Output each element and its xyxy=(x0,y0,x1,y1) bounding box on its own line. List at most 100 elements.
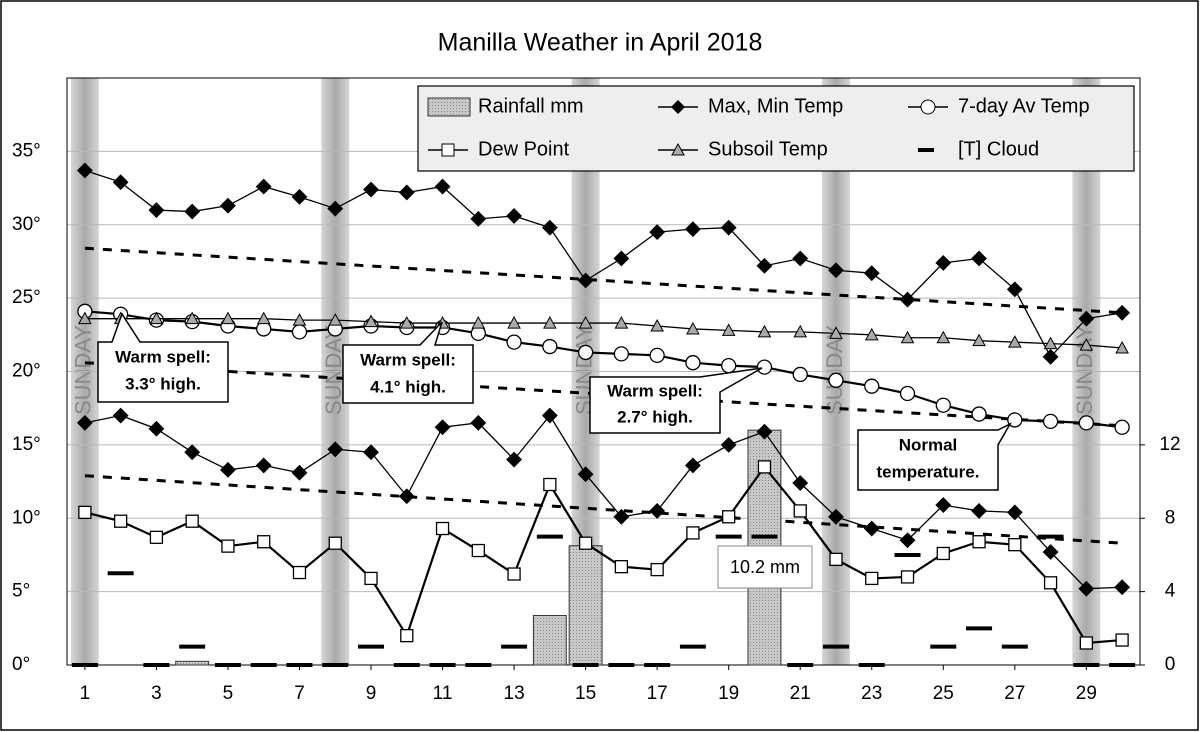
marker xyxy=(470,414,487,431)
x-tick-label: 27 xyxy=(1004,683,1025,704)
marker xyxy=(899,385,916,402)
marker xyxy=(434,178,451,195)
marker xyxy=(149,311,164,325)
marker xyxy=(649,224,666,241)
legend-swatch xyxy=(427,97,471,117)
marker xyxy=(471,316,486,329)
marker xyxy=(112,174,129,191)
plot-area: SUNDAY SUNDAY SUNDAY SUNDAY SUNDAY0°5°10°15°… xyxy=(12,77,1181,704)
bar xyxy=(175,660,210,666)
x-tick-label: 21 xyxy=(790,683,811,704)
x-tick-label: 17 xyxy=(647,683,668,704)
marker xyxy=(899,532,916,549)
normal-line xyxy=(84,361,1123,428)
marker xyxy=(506,334,522,350)
marker xyxy=(650,562,664,577)
marker xyxy=(1114,419,1130,435)
marker xyxy=(327,441,344,458)
marker xyxy=(972,535,986,549)
marker xyxy=(184,203,201,220)
marker xyxy=(185,311,200,325)
marker xyxy=(684,457,701,474)
marker xyxy=(1114,579,1131,596)
marker xyxy=(722,510,736,524)
marker xyxy=(721,357,737,374)
marker xyxy=(971,502,987,519)
marker xyxy=(398,488,415,505)
marker xyxy=(578,316,593,329)
x-tick-label: 29 xyxy=(1076,683,1097,704)
legend-box xyxy=(417,85,1135,172)
marker xyxy=(685,355,701,371)
marker xyxy=(257,535,271,549)
annotation: Warm spell: xyxy=(115,347,211,366)
label-box xyxy=(717,545,813,589)
annotation: Warm spell: xyxy=(360,350,456,369)
marker xyxy=(76,414,93,431)
y2-tick-label: 8 xyxy=(1165,507,1176,528)
marker xyxy=(363,181,379,198)
marker xyxy=(291,464,308,481)
legend-swatch xyxy=(671,142,685,156)
marker xyxy=(542,338,558,355)
marker xyxy=(1042,544,1059,560)
marker xyxy=(649,347,665,364)
marker xyxy=(470,210,487,227)
marker xyxy=(792,250,809,267)
marker xyxy=(1042,348,1059,365)
marker xyxy=(828,262,844,279)
marker xyxy=(149,530,164,544)
marker xyxy=(399,316,414,329)
legend-label: 7-day Av Temp xyxy=(958,95,1090,117)
marker xyxy=(577,344,594,361)
marker xyxy=(434,419,451,436)
y-tick-label: 25° xyxy=(12,287,41,308)
marker xyxy=(364,314,378,328)
marker xyxy=(292,313,307,326)
y-tick-label: 5° xyxy=(12,581,30,602)
marker xyxy=(935,254,952,271)
marker xyxy=(507,567,521,581)
marker xyxy=(220,461,236,478)
marker xyxy=(363,444,379,461)
marker xyxy=(541,219,558,236)
sunday-label: SUNDAY xyxy=(71,325,96,415)
marker xyxy=(1043,576,1058,590)
marker xyxy=(78,311,92,325)
marker xyxy=(1006,281,1023,298)
marker xyxy=(864,327,879,341)
marker xyxy=(291,324,308,340)
marker xyxy=(756,423,773,440)
marker xyxy=(828,372,844,388)
normal-line xyxy=(84,246,1123,315)
marker xyxy=(829,552,843,566)
marker xyxy=(507,316,521,329)
marker xyxy=(971,406,987,422)
marker xyxy=(935,497,952,513)
legend-swatch xyxy=(441,143,455,157)
marker xyxy=(650,318,664,332)
marker xyxy=(112,407,129,424)
y2-tick-label: 12 xyxy=(1159,434,1180,455)
y2-tick-label: 0 xyxy=(1165,654,1176,675)
marker xyxy=(757,324,772,338)
marker xyxy=(577,466,594,483)
marker xyxy=(148,420,165,437)
marker xyxy=(541,407,558,424)
marker xyxy=(1007,412,1023,428)
annotation: temperature. xyxy=(877,462,980,481)
marker xyxy=(614,560,629,574)
marker xyxy=(400,629,414,643)
marker xyxy=(720,219,737,236)
marker xyxy=(364,571,378,586)
annotation: 3.3° high. xyxy=(125,374,201,393)
marker xyxy=(863,265,880,282)
marker xyxy=(471,543,485,558)
marker xyxy=(613,346,630,362)
legend-swatch xyxy=(920,99,936,115)
y-tick-label: 30° xyxy=(12,214,41,235)
marker xyxy=(756,359,773,375)
y-tick-label: 10° xyxy=(12,507,41,528)
marker xyxy=(1006,504,1023,521)
